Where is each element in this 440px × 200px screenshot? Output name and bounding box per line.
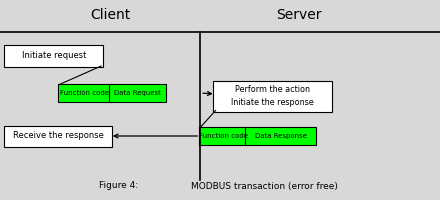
FancyBboxPatch shape xyxy=(109,84,166,102)
Text: Data Response: Data Response xyxy=(254,133,307,139)
Text: Figure 4:: Figure 4: xyxy=(99,182,138,190)
Text: Perform the action
Initiate the response: Perform the action Initiate the response xyxy=(231,85,314,107)
Text: Function code: Function code xyxy=(199,133,248,139)
Text: Receive the response: Receive the response xyxy=(13,132,104,140)
FancyBboxPatch shape xyxy=(4,126,112,146)
Text: Server: Server xyxy=(276,8,322,22)
Text: Initiate request: Initiate request xyxy=(22,51,86,60)
FancyBboxPatch shape xyxy=(213,80,332,112)
FancyBboxPatch shape xyxy=(58,84,111,102)
FancyBboxPatch shape xyxy=(245,127,316,145)
Text: Client: Client xyxy=(90,8,130,22)
Text: Function code: Function code xyxy=(60,90,109,96)
FancyBboxPatch shape xyxy=(4,45,103,67)
Text: MODBUS transaction (error free): MODBUS transaction (error free) xyxy=(191,182,337,190)
Text: Data Request: Data Request xyxy=(114,90,161,96)
FancyBboxPatch shape xyxy=(199,127,248,145)
